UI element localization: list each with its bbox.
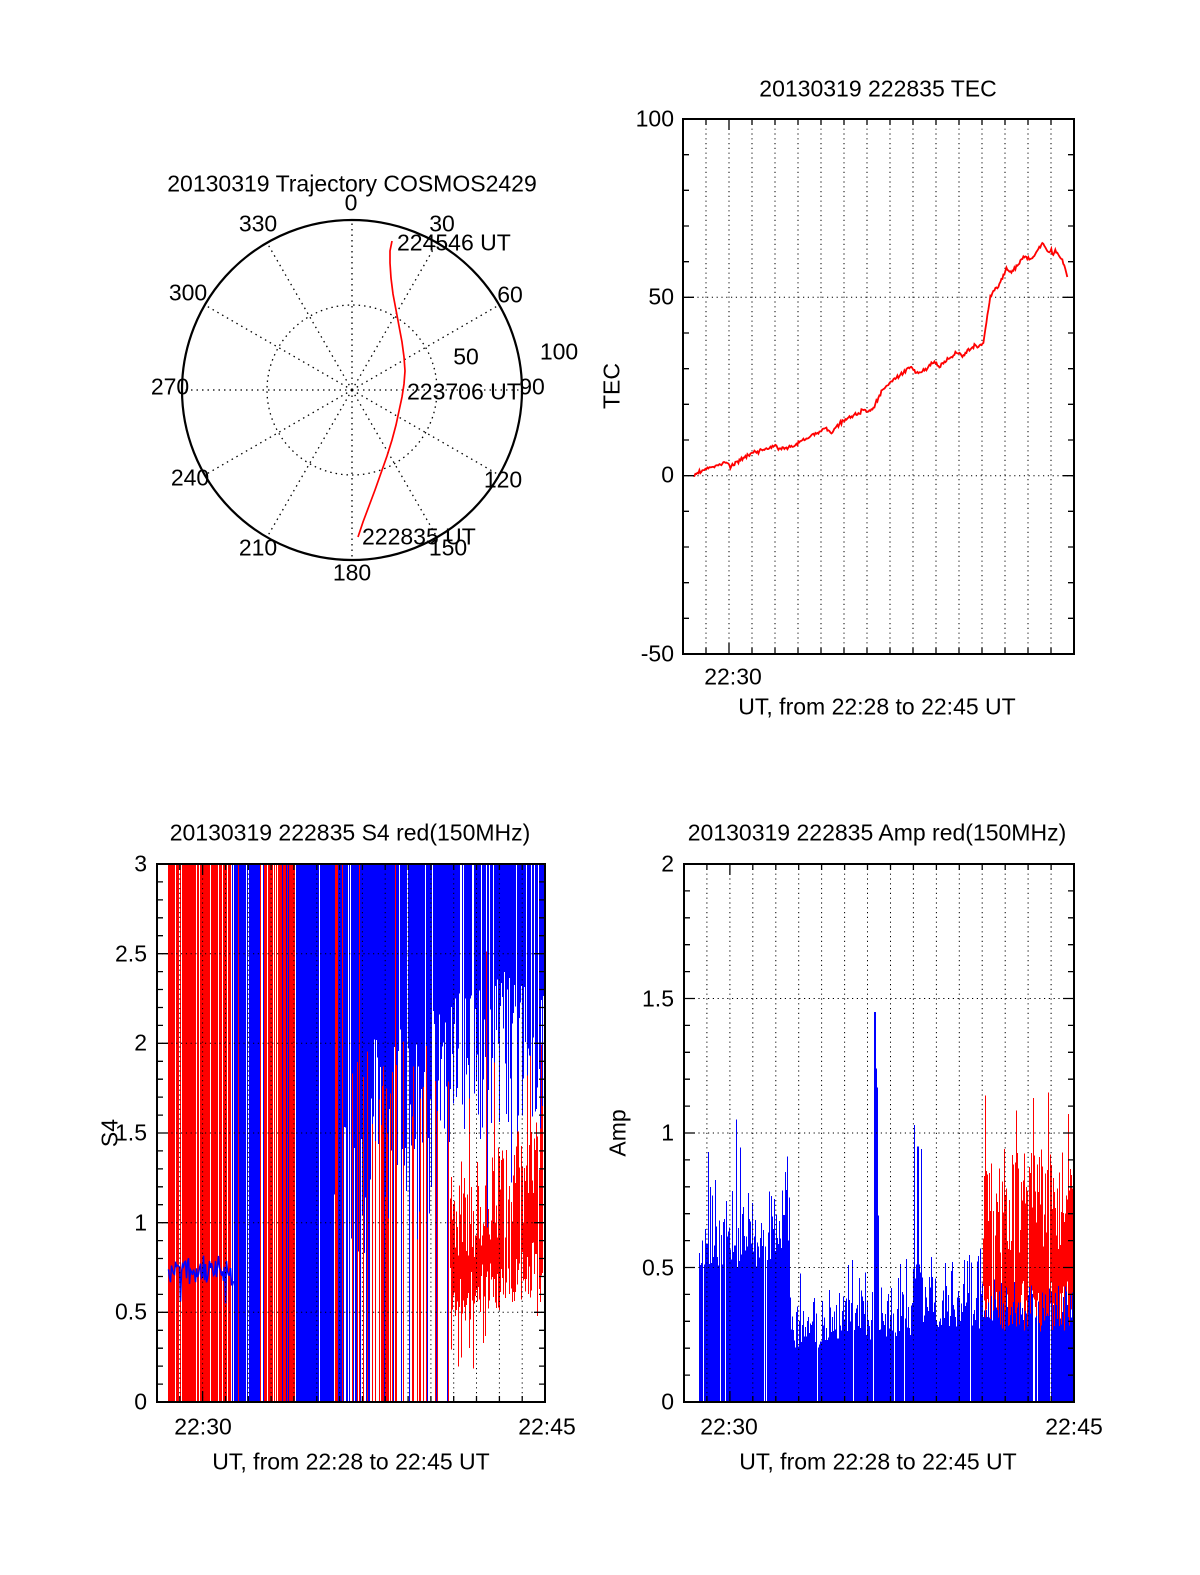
tec-xtick-2230: 22:30 <box>704 663 762 690</box>
azimuth-label-240: 240 <box>170 464 210 491</box>
amp-xlabel: UT, from 22:28 to 22:45 UT <box>739 1448 1017 1475</box>
polar-title: 20130319 Trajectory COSMOS2429 <box>167 170 537 197</box>
amp-ytick-0: 0 <box>661 1388 674 1415</box>
azimuth-label-150: 150 <box>428 534 468 561</box>
azimuth-label-60: 60 <box>497 281 523 308</box>
tec-chart <box>682 118 1075 655</box>
azimuth-label-270: 270 <box>150 373 190 400</box>
azimuth-label-90: 90 <box>519 373 545 400</box>
tec-ytick-m50: -50 <box>640 640 674 667</box>
s4-ytick-05: 0.5 <box>115 1298 147 1325</box>
tec-ytick-50: 50 <box>648 283 674 310</box>
azimuth-label-0: 0 <box>344 189 358 216</box>
azimuth-label-300: 300 <box>168 279 208 306</box>
s4-ytick-2: 2 <box>134 1029 147 1056</box>
s4-xtick-2230: 22:30 <box>174 1413 232 1440</box>
s4-ylabel: S4 <box>96 1118 123 1148</box>
tec-ytick-100: 100 <box>635 105 674 132</box>
amp-ytick-05: 0.5 <box>642 1254 674 1281</box>
s4-xtick-2245: 22:45 <box>518 1413 576 1440</box>
amp-xtick-2230: 22:30 <box>700 1413 758 1440</box>
tec-xlabel: UT, from 22:28 to 22:45 UT <box>738 693 1016 720</box>
trajectory-time-label-end: 224546 UT <box>397 229 511 256</box>
s4-ytick-3: 3 <box>134 850 147 877</box>
amp-ytick-1: 1 <box>661 1119 674 1146</box>
trajectory-polar-plot <box>180 218 524 562</box>
azimuth-label-30: 30 <box>429 210 455 237</box>
trajectory-time-label-mid: 223706 UT <box>407 378 521 405</box>
radius-label-50: 50 <box>453 343 479 370</box>
tec-ytick-0: 0 <box>661 461 674 488</box>
s4-xlabel: UT, from 22:28 to 22:45 UT <box>212 1448 490 1475</box>
s4-ytick-0: 0 <box>134 1388 147 1415</box>
tec-title: 20130319 222835 TEC <box>759 75 997 102</box>
s4-ytick-25: 2.5 <box>115 940 147 967</box>
amp-ytick-15: 1.5 <box>642 985 674 1012</box>
s4-chart <box>156 863 546 1403</box>
s4-ytick-1: 1 <box>134 1209 147 1236</box>
amp-chart <box>683 863 1075 1403</box>
amp-title: 20130319 222835 Amp red(150MHz) <box>687 819 1067 846</box>
azimuth-label-180: 180 <box>332 559 372 586</box>
amp-ytick-2: 2 <box>661 850 674 877</box>
trajectory-time-label-start: 222835 UT <box>362 523 476 550</box>
amp-xtick-2245: 22:45 <box>1045 1413 1103 1440</box>
amp-ylabel: Amp <box>604 1109 631 1157</box>
azimuth-label-210: 210 <box>238 534 278 561</box>
radius-label-100: 100 <box>539 338 579 365</box>
azimuth-label-330: 330 <box>238 210 278 237</box>
tec-ylabel: TEC <box>598 363 625 409</box>
azimuth-label-120: 120 <box>483 466 523 493</box>
s4-ytick-15: 1.5 <box>115 1119 147 1146</box>
s4-title: 20130319 222835 S4 red(150MHz) <box>169 819 531 846</box>
